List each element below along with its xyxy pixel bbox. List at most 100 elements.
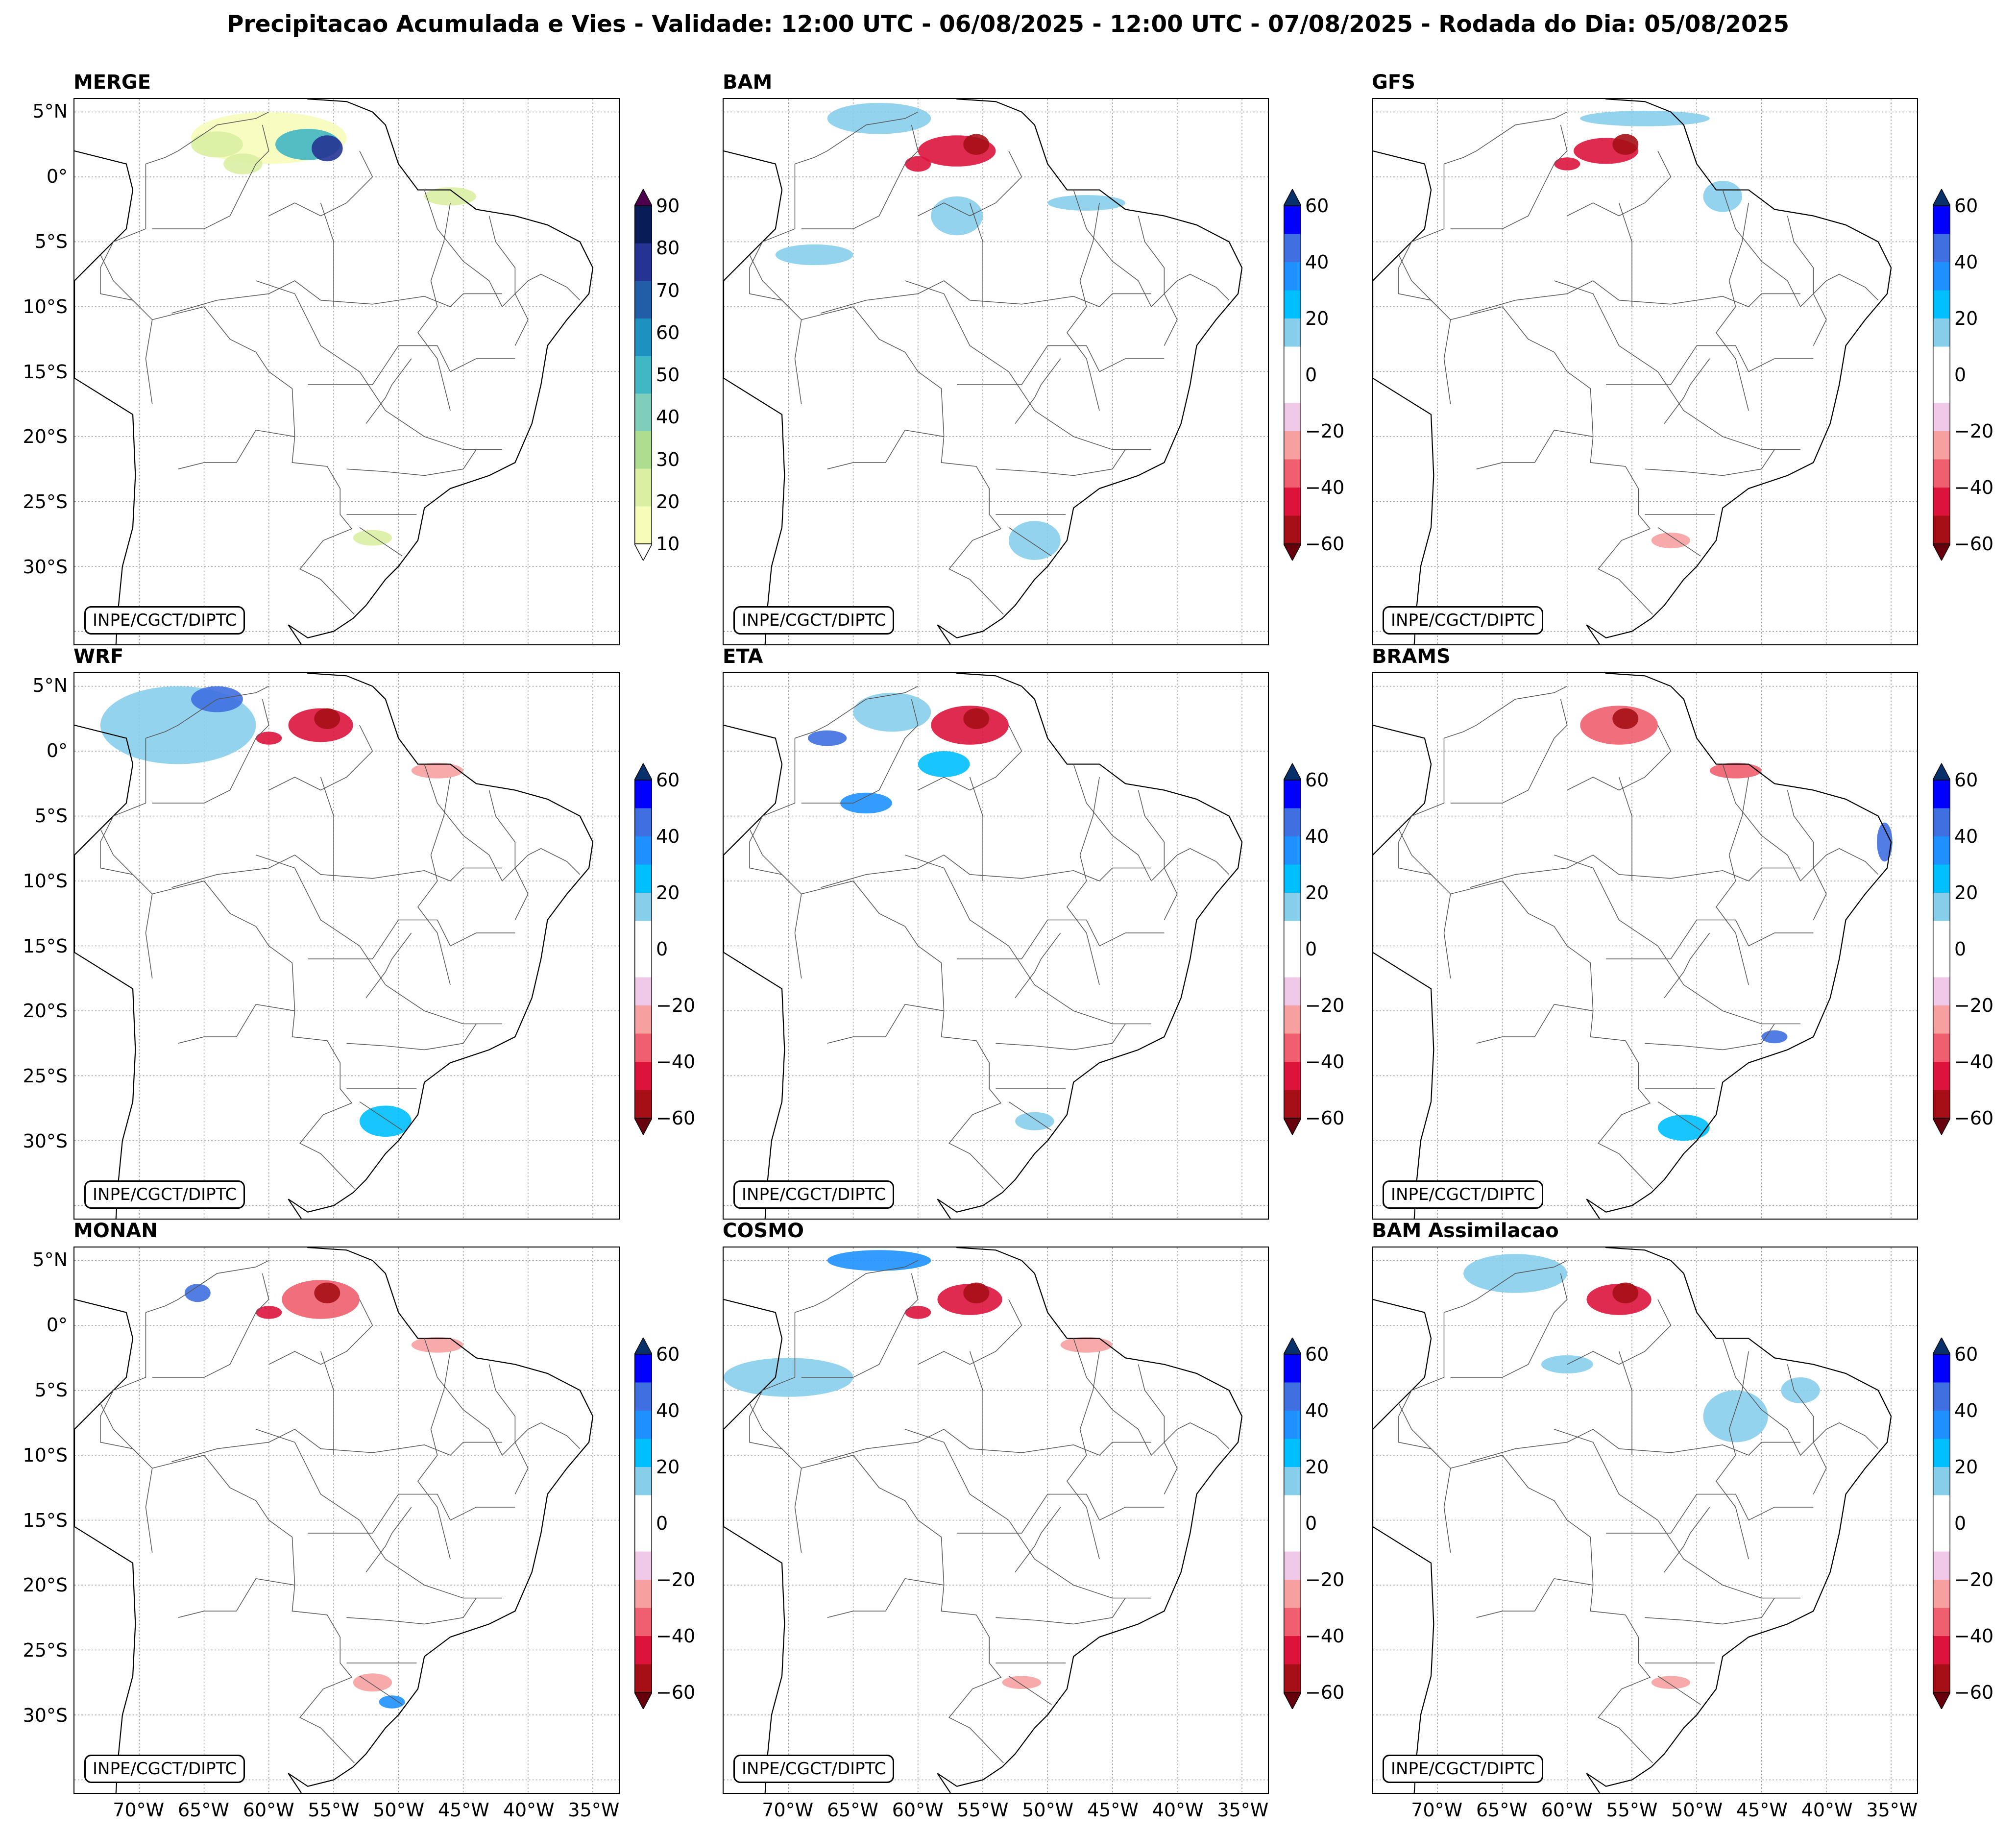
- colorbar-segment: [634, 949, 652, 978]
- colorbar-segment: [1284, 921, 1301, 950]
- state-border: [1008, 1675, 1052, 1705]
- colorbar-segment: [1933, 262, 1950, 291]
- credit-badge: INPE/CGCT/DIPTC: [1383, 606, 1544, 635]
- colorbar-tick-label: 30: [656, 448, 680, 470]
- coastline: [74, 724, 136, 1219]
- colorbar-segment: [1284, 431, 1301, 460]
- map-panel-eta: INPE/CGCT/DIPTC: [723, 672, 1269, 1220]
- credit-badge: INPE/CGCT/DIPTC: [84, 1755, 245, 1783]
- colorbar-segment: [634, 836, 652, 865]
- field-patch: [314, 1282, 340, 1303]
- colorbar-tick-label: 0: [1305, 1513, 1317, 1534]
- field-patch: [1651, 533, 1691, 548]
- state-border: [268, 1299, 373, 1365]
- colorbar-extend-max: [633, 762, 653, 781]
- colorbar-segment: [1933, 949, 1950, 978]
- lon-label: 65°W: [827, 1799, 878, 1821]
- state-border: [1787, 790, 1827, 920]
- colorbar-tick-label: −60: [1954, 1682, 1994, 1703]
- state-border: [308, 919, 515, 959]
- coastline: [937, 99, 1243, 644]
- colorbar-segment: [1284, 318, 1301, 347]
- colorbar-segment: [1284, 206, 1301, 234]
- state-border: [795, 1260, 919, 1313]
- colorbar-tick-label: 0: [656, 938, 668, 960]
- state-border: [171, 1429, 502, 1462]
- lon-label: 50°W: [373, 1799, 425, 1821]
- colorbar-segment: [1933, 1580, 1950, 1608]
- field-patch: [905, 156, 931, 172]
- colorbar-segment: [634, 864, 652, 893]
- colorbar-segment: [1284, 1551, 1301, 1580]
- colorbar-tick-label: 40: [1305, 826, 1329, 847]
- state-border: [905, 855, 1151, 1025]
- coastline: [288, 673, 594, 1219]
- colorbar-segment: [634, 893, 652, 921]
- state-border: [145, 319, 153, 404]
- map-panel-bam-assimilacao: INPE/CGCT/DIPTC: [1372, 1247, 1918, 1794]
- field-patch: [379, 1695, 405, 1709]
- state-border: [1567, 150, 1672, 217]
- colorbar-tick-label: 20: [1305, 1456, 1329, 1478]
- colorbar-tick-label: −20: [1954, 1569, 1994, 1590]
- colorbar-tick-label: −40: [1954, 1625, 1994, 1647]
- field-patch: [963, 134, 990, 155]
- lat-label: 0°: [46, 1314, 68, 1336]
- colorbar-tick-label: 40: [1954, 1400, 1978, 1421]
- panel-title-brams: BRAMS: [1372, 645, 1451, 668]
- colorbar-extend-min: [1283, 543, 1302, 562]
- state-border: [1716, 202, 1749, 411]
- field-patch: [807, 730, 847, 746]
- colorbar-tick-label: −60: [656, 1107, 696, 1129]
- colorbar-segment: [1933, 1411, 1950, 1439]
- colorbar-tick-label: −20: [1954, 420, 1994, 442]
- map-canvas: [74, 99, 619, 644]
- lat-label: 25°S: [23, 1639, 68, 1662]
- colorbar-tick-label: −20: [1305, 420, 1345, 442]
- map-canvas: [724, 1247, 1268, 1793]
- state-border: [424, 764, 581, 882]
- state-border: [178, 1003, 295, 1044]
- state-border: [424, 190, 581, 308]
- state-border: [1476, 1003, 1593, 1044]
- field-patch: [827, 102, 931, 134]
- coastline: [937, 673, 1243, 1219]
- lon-label: 40°W: [1152, 1799, 1204, 1821]
- colorbar-tick-label: 20: [656, 882, 680, 904]
- state-border: [794, 1468, 802, 1553]
- lon-label: 65°W: [1476, 1799, 1528, 1821]
- state-border: [256, 280, 502, 450]
- colorbar-tick-label: 40: [1954, 826, 1978, 847]
- state-border: [795, 111, 919, 165]
- state-border: [794, 319, 802, 404]
- colorbar-segment: [1284, 1005, 1301, 1034]
- colorbar: [1932, 762, 1951, 1137]
- colorbar-segment: [634, 1495, 652, 1524]
- colorbar-segment: [634, 431, 652, 469]
- state-border: [308, 345, 515, 385]
- colorbar-segment: [1284, 234, 1301, 263]
- field-patch: [1876, 822, 1893, 862]
- map-panel-bam: INPE/CGCT/DIPTC: [723, 98, 1269, 645]
- colorbar-segment: [634, 1033, 652, 1062]
- state-border: [1618, 202, 1632, 307]
- credit-badge: INPE/CGCT/DIPTC: [733, 1180, 895, 1209]
- state-border: [417, 777, 451, 985]
- lat-label: 10°S: [23, 870, 68, 892]
- state-border: [1645, 449, 1775, 476]
- colorbar-segment: [1284, 262, 1301, 291]
- colorbar-tick-label: −60: [1305, 533, 1345, 555]
- colorbar-segment: [1284, 1439, 1301, 1467]
- state-border: [1443, 894, 1451, 978]
- field-patch: [1657, 1114, 1710, 1141]
- state-border: [1567, 725, 1672, 791]
- state-border: [749, 738, 1004, 1189]
- colorbar-extend-max: [1932, 188, 1951, 206]
- map-canvas: [74, 1247, 619, 1793]
- state-border: [801, 124, 919, 229]
- colorbar-tick-label: 20: [656, 490, 680, 513]
- state-border: [320, 1351, 334, 1455]
- lat-label: 20°S: [23, 426, 68, 448]
- state-border: [100, 1403, 140, 1456]
- coastline: [1373, 724, 1434, 1219]
